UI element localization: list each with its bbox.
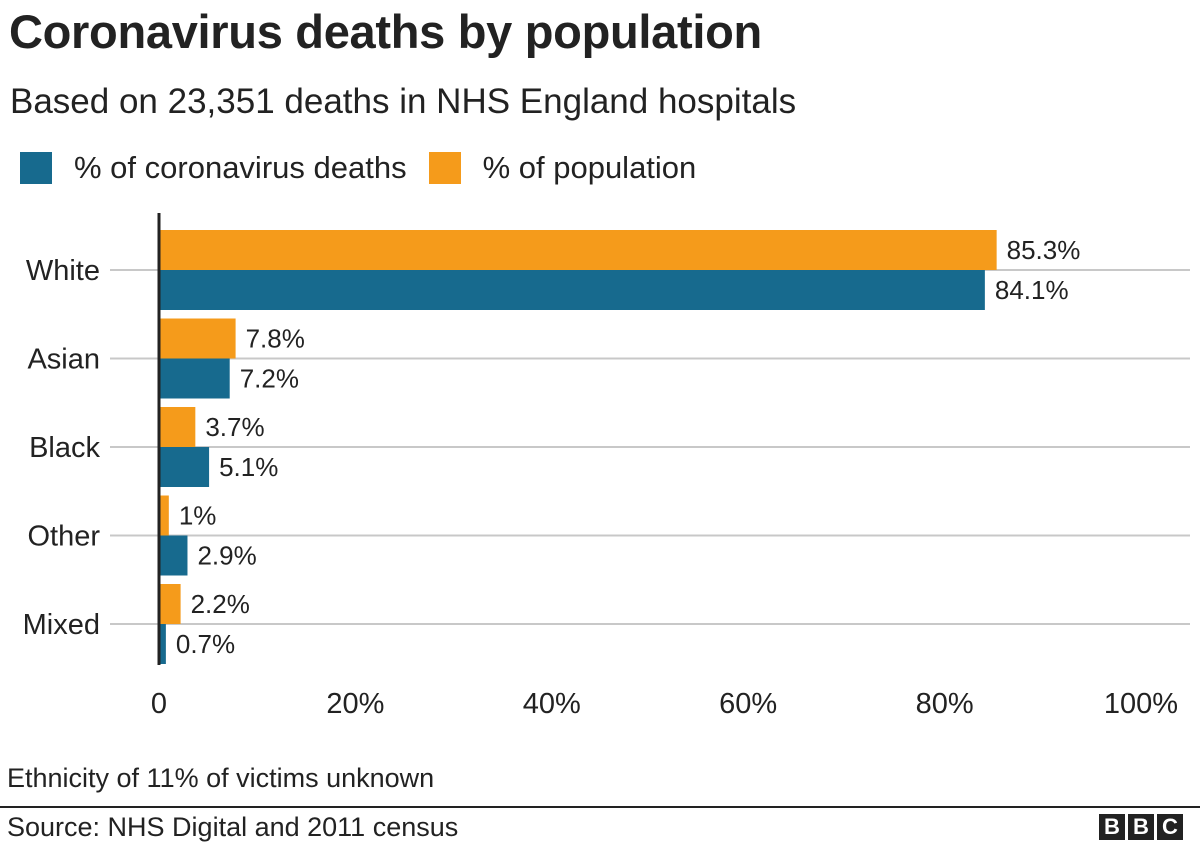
- bar-chart: White Asian Black Other Mixed 85.3% 84.1% 7.8% 7…: [23, 213, 1190, 720]
- data-label-deaths: 0.7%: [176, 629, 235, 659]
- category-label: Black: [29, 432, 100, 464]
- logo-letter: B: [1128, 814, 1154, 840]
- chart-title: Coronavirus deaths by population: [9, 5, 762, 58]
- bar-population: [159, 584, 181, 624]
- data-label-deaths: 7.2%: [240, 364, 299, 394]
- x-tick-label: 20%: [326, 688, 384, 720]
- bar-deaths: [159, 270, 985, 310]
- legend-swatch-deaths: [20, 152, 52, 184]
- x-tick-label: 0: [151, 688, 167, 720]
- bar-deaths: [159, 535, 188, 576]
- data-label-population: 3.7%: [205, 412, 264, 442]
- category-label: Asian: [27, 344, 100, 376]
- legend-swatch-population: [428, 152, 461, 184]
- bar-population: [159, 495, 169, 536]
- data-label-population: 2.2%: [191, 589, 250, 619]
- divider: [0, 806, 1200, 808]
- x-tick-label: 100%: [1104, 688, 1178, 720]
- legend: % of coronavirus deaths % of population: [20, 150, 696, 186]
- bar-population: [159, 407, 196, 447]
- data-label-population: 7.8%: [246, 324, 305, 354]
- data-label-population: 85.3%: [1007, 235, 1081, 265]
- legend-label-deaths: % of coronavirus deaths: [74, 150, 407, 185]
- bar-deaths: [159, 447, 210, 487]
- x-tick-label: 80%: [916, 688, 974, 720]
- bar-deaths: [159, 624, 166, 664]
- legend-item-population: % of population: [428, 150, 697, 186]
- data-label-deaths: 5.1%: [219, 452, 278, 482]
- data-label-population: 1%: [179, 501, 217, 531]
- chart-subtitle: Based on 23,351 deaths in NHS England ho…: [10, 82, 797, 121]
- bbc-logo: B B C: [1096, 814, 1183, 840]
- legend-label-population: % of population: [482, 150, 697, 185]
- logo-letter: C: [1157, 814, 1183, 840]
- category-label: White: [26, 255, 100, 287]
- footnote: Ethnicity of 11% of victims unknown: [7, 763, 435, 793]
- bar-deaths: [159, 358, 230, 399]
- data-label-deaths: 84.1%: [995, 275, 1069, 305]
- bar-population: [159, 230, 997, 270]
- source-note: Source: NHS Digital and 2011 census: [7, 812, 459, 842]
- category-label: Mixed: [23, 609, 100, 641]
- x-tick-label: 40%: [523, 688, 581, 720]
- category-label: Other: [27, 521, 100, 553]
- x-tick-label: 60%: [719, 688, 777, 720]
- logo-letter: B: [1099, 814, 1125, 840]
- legend-item-deaths: % of coronavirus deaths: [20, 150, 407, 186]
- data-label-deaths: 2.9%: [197, 541, 256, 571]
- bar-population: [159, 318, 236, 359]
